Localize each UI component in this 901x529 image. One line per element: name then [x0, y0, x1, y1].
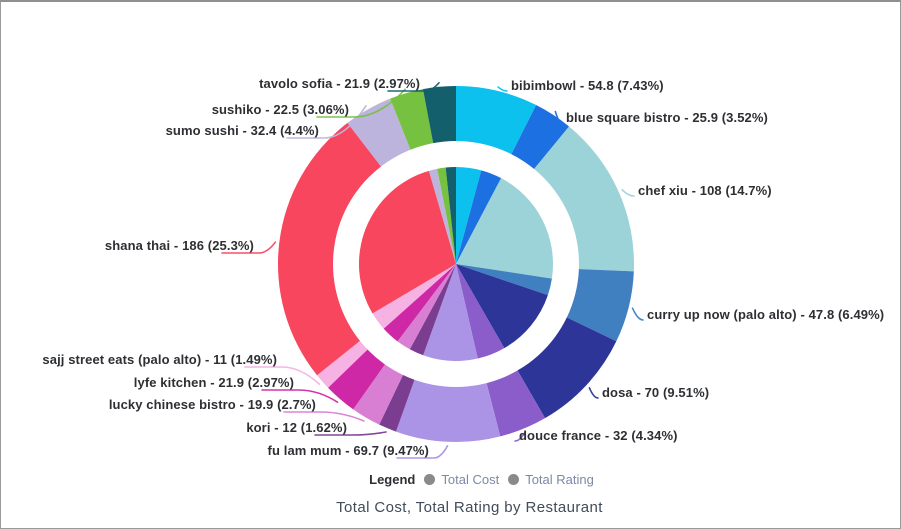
leader-line-lyfe-kitchen — [261, 389, 339, 403]
inner-slice-bibimbowl[interactable] — [456, 167, 482, 264]
slice-label-blue-square-bistro: blue square bistro - 25.9 (3.52%) — [566, 110, 768, 125]
leader-line-fu-lam-mum — [396, 445, 449, 459]
slice-label-curry-up-now-palo-alto: curry up now (palo alto) - 47.8 (6.49%) — [647, 307, 885, 322]
leader-line-lucky-chinese-bistro — [283, 411, 365, 422]
inner-slice-sajj-street-eats-palo-alto[interactable] — [372, 264, 456, 329]
inner-slice-tavolo-sofia[interactable] — [445, 167, 456, 264]
legend-item-label: Total Cost — [441, 472, 500, 487]
leader-line-sumo-sushi — [286, 105, 367, 139]
slice-label-sushiko: sushiko - 22.5 (3.06%) — [211, 102, 349, 117]
slice-label-bibimbowl: bibimbowl - 54.8 (7.43%) — [511, 78, 664, 93]
slice-label-sumo-sushi: sumo sushi - 32.4 (4.4%) — [165, 123, 319, 138]
legend-item-total-cost[interactable]: Total Cost — [424, 472, 499, 487]
slice-label-douce-france: douce france - 32 (4.34%) — [519, 428, 678, 443]
legend-dot-icon — [508, 474, 520, 485]
slice-label-fu-lam-mum: fu lam mum - 69.7 (9.47%) — [267, 443, 429, 458]
leader-line-blue-square-bistro — [554, 110, 563, 124]
chart-title: Total Cost, Total Rating by Restaurant — [336, 499, 603, 516]
inner-slice-blue-square-bistro[interactable] — [456, 170, 502, 264]
inner-slice-chef-xiu[interactable] — [456, 178, 553, 279]
legend-dot-icon — [424, 474, 436, 485]
inner-slice-fu-lam-mum[interactable] — [423, 264, 478, 362]
inner-slice-sumo-sushi[interactable] — [428, 168, 456, 264]
inner-slice-curry-up-now-palo-alto[interactable] — [456, 264, 552, 296]
inner-slice-lyfe-kitchen[interactable] — [383, 264, 456, 342]
legend-item-total-rating[interactable]: Total Rating — [508, 472, 594, 487]
inner-slice-lucky-chinese-bistro[interactable] — [397, 264, 456, 350]
leader-line-curry-up-now-palo-alto — [631, 307, 644, 321]
slice-label-chef-xiu: chef xiu - 108 (14.7%) — [638, 183, 772, 198]
legend: Legend Total Cost Total Rating — [1, 472, 900, 487]
leader-line-dosa — [588, 387, 599, 399]
inner-slice-dosa[interactable] — [456, 264, 548, 349]
leader-line-tavolo-sofia — [387, 81, 440, 92]
slice-label-sajj-street-eats-palo-alto: sajj street eats (palo alto) - 11 (1.49%… — [42, 352, 277, 367]
legend-title: Legend — [369, 472, 416, 487]
legend-item-label: Total Rating — [525, 472, 594, 487]
slice-label-tavolo-sofia: tavolo sofia - 21.9 (2.97%) — [259, 76, 420, 91]
leader-line-douce-france — [514, 431, 526, 442]
slice-label-shana-thai: shana thai - 186 (25.3%) — [104, 238, 254, 253]
leader-line-sajj-street-eats-palo-alto — [244, 366, 321, 386]
inner-slice-douce-france[interactable] — [456, 264, 505, 359]
leader-line-kori — [314, 431, 387, 436]
leader-line-sushiko — [316, 88, 407, 118]
leader-line-bibimbowl — [497, 86, 508, 92]
slice-label-kori: kori - 12 (1.62%) — [246, 420, 347, 435]
inner-slice-kori[interactable] — [409, 264, 456, 356]
inner-slice-shana-thai[interactable] — [358, 170, 456, 314]
leader-line-chef-xiu — [621, 188, 635, 197]
leader-line-shana-thai — [221, 241, 277, 254]
slice-label-lyfe-kitchen: lyfe kitchen - 21.9 (2.97%) — [133, 375, 294, 390]
inner-slice-sushiko[interactable] — [437, 167, 456, 264]
slice-label-dosa: dosa - 70 (9.51%) — [602, 385, 710, 400]
slice-label-lucky-chinese-bistro: lucky chinese bistro - 19.9 (2.7%) — [108, 397, 316, 412]
